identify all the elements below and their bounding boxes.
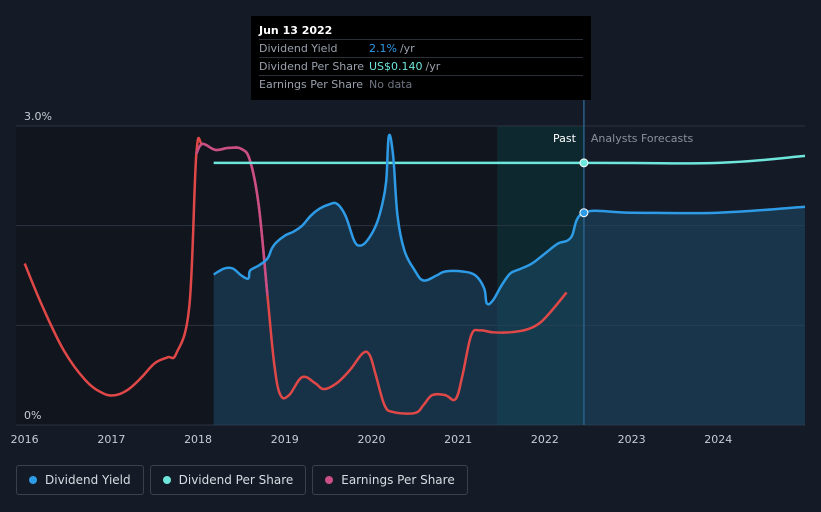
legend-dot-icon [162,476,171,484]
x-tick-label: 2017 [97,433,125,446]
earnings-per-share-line [23,136,568,415]
tooltip-value: 2.1% [369,42,397,55]
legend-item-dividend-per-share[interactable]: Dividend Per Share [149,465,307,495]
dividend-yield-line [213,133,806,306]
tooltip-label: Dividend Per Share [259,60,365,73]
tooltip-unit: /yr [399,42,415,55]
tooltip-row-earnings-per-share: Earnings Per Share No data [259,75,583,93]
tooltip-value: No data [369,78,413,91]
x-tick-label: 2022 [531,433,559,446]
x-tick-label: 2024 [704,433,732,446]
y-tick-label: 3.0% [24,110,52,123]
past-label: Past [553,132,577,145]
x-tick-label: 2020 [357,433,385,446]
tooltip-date: Jun 13 2022 [259,24,333,37]
earnings-per-share-highlight [195,142,269,296]
tooltip-row-dividend-yield: Dividend Yield 2.1% /yr [259,39,583,57]
y-tick-label: 0% [24,409,41,422]
dividend-per-share-line [213,154,806,165]
x-tick-label: 2019 [271,433,299,446]
dividend-yield-area [213,134,805,426]
data-point-marker [579,158,589,168]
x-tick-label: 2021 [444,433,472,446]
legend-item-dividend-yield[interactable]: Dividend Yield [16,465,144,495]
tooltip-row-dividend-per-share: Dividend Per Share US$0.140 /yr [259,57,583,75]
x-tick-label: 2016 [11,433,39,446]
legend-label: Earnings Per Share [341,473,455,487]
legend-dot-icon [325,476,334,484]
chart-legend: Dividend Yield Dividend Per Share Earnin… [16,465,468,495]
legend-item-earnings-per-share[interactable]: Earnings Per Share [312,465,468,495]
forecast-label: Analysts Forecasts [591,132,694,145]
x-tick-label: 2023 [618,433,646,446]
legend-label: Dividend Per Share [178,473,294,487]
x-tick-label: 2018 [184,433,212,446]
hover-tooltip: Jun 13 2022 Dividend Yield 2.1% /yr Divi… [251,16,591,100]
tooltip-label: Dividend Yield [259,42,338,55]
tooltip-label: Earnings Per Share [259,78,364,91]
legend-dot-icon [29,476,37,484]
tooltip-value: US$0.140 [369,60,423,73]
tooltip-unit: /yr [425,60,441,73]
legend-label: Dividend Yield [45,473,131,487]
data-point-marker [579,208,589,218]
